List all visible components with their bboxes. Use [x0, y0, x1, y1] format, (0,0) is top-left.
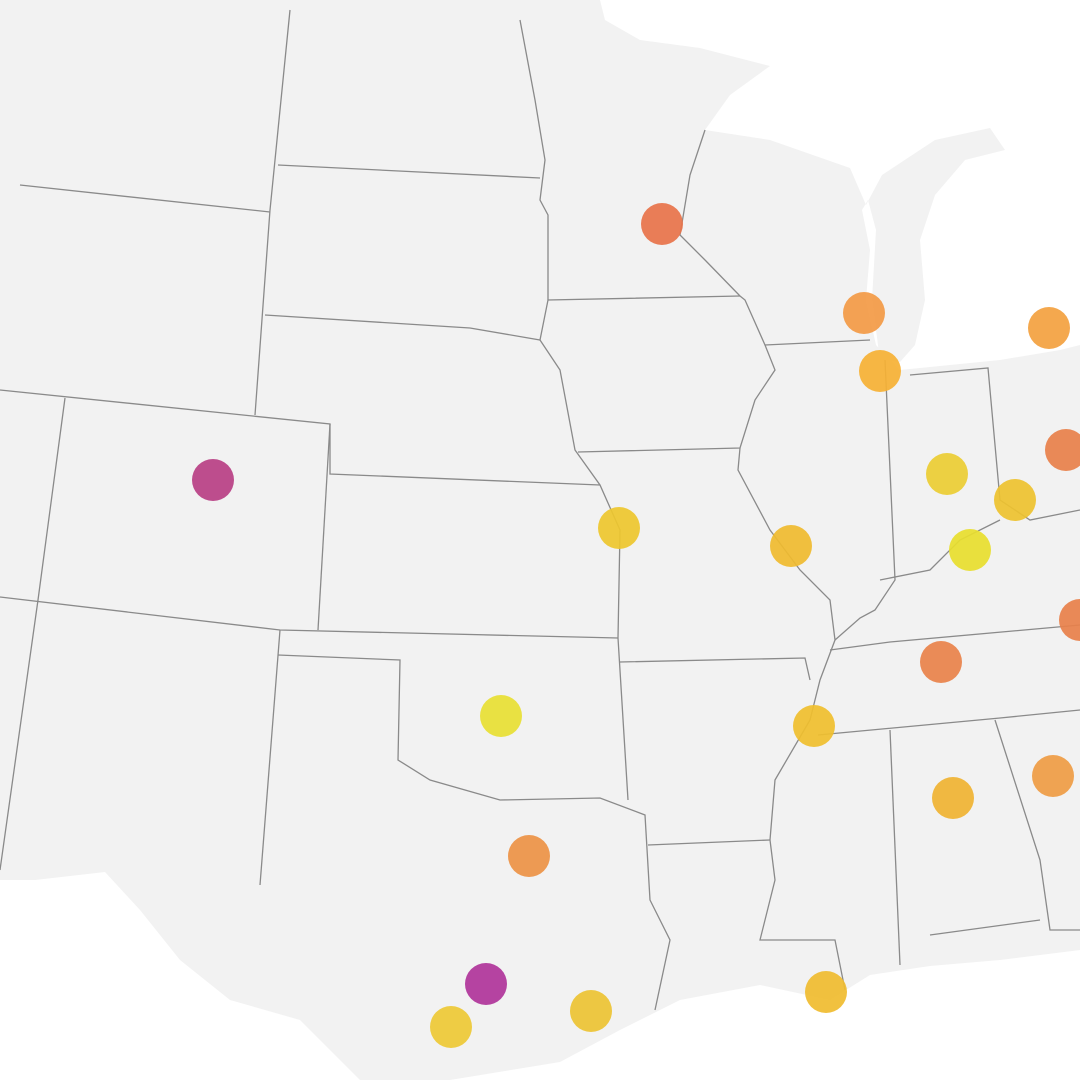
state-borders: [0, 9, 1080, 1011]
marker: [598, 507, 640, 549]
marker: [1059, 599, 1080, 641]
marker: [1045, 429, 1080, 471]
marker: [465, 963, 507, 1005]
marker: [843, 292, 885, 334]
marker: [859, 350, 901, 392]
marker: [805, 971, 847, 1013]
marker: [926, 453, 968, 495]
marker: [793, 705, 835, 747]
marker: [430, 1006, 472, 1048]
marker: [1032, 755, 1074, 797]
marker: [570, 990, 612, 1032]
marker: [508, 835, 550, 877]
marker: [932, 777, 974, 819]
markers: [192, 203, 1080, 1048]
marker: [480, 695, 522, 737]
marker: [994, 479, 1036, 521]
marker: [949, 529, 991, 571]
marker: [192, 459, 234, 501]
marker: [770, 525, 812, 567]
marker: [641, 203, 683, 245]
marker: [1028, 307, 1070, 349]
marker: [920, 641, 962, 683]
